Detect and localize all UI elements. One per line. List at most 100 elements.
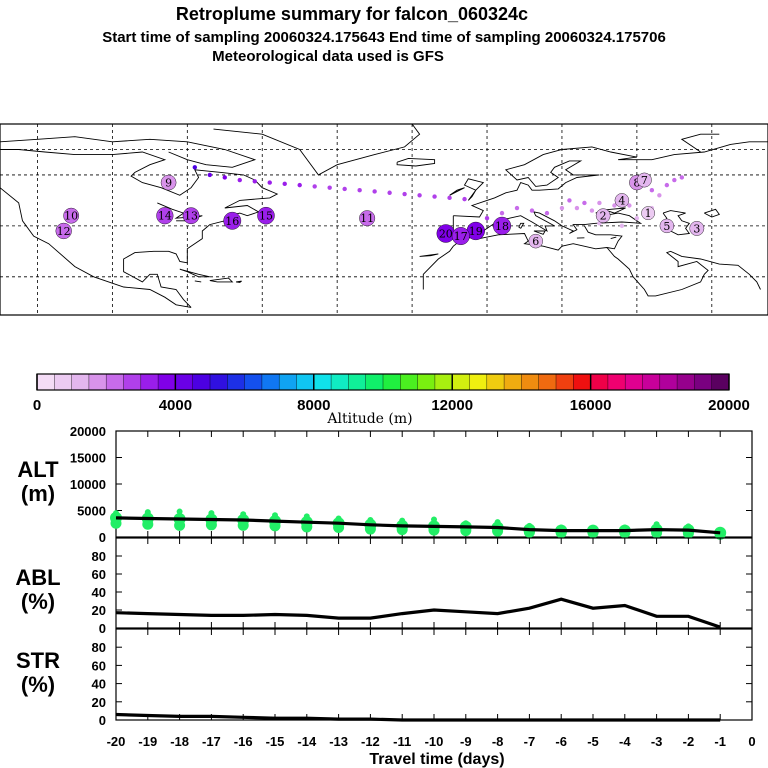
colorbar-cell [192, 374, 211, 390]
colorbar-cell [607, 374, 626, 390]
abl-panel: 80 60 40 20 0 [92, 537, 753, 636]
plume-particle [582, 200, 587, 206]
x-tick-label: -3 [651, 734, 663, 749]
str-panel-ytick-label: 40 [92, 677, 106, 692]
alt-label-bottom: (m) [21, 481, 55, 506]
plume-particle [619, 223, 625, 229]
x-tick-label: -10 [425, 734, 444, 749]
plume-particle [372, 189, 377, 194]
abl-label-bottom: (%) [21, 589, 55, 614]
colorbar-cell [417, 374, 436, 390]
trajectory-map: 20 19 18 17 16 15 14 13 12 11 10 9 8 7 6 5 4 3 2 1 [0, 123, 768, 316]
plume-particle [267, 180, 272, 185]
travel-time-axis: -20 -19 -18 -17 -16 -15 -14 -13 -12 -11 -10 -9 -8 -7-… [107, 734, 756, 749]
alt-panel-series-line [115, 516, 721, 535]
colorbar-tick-label: 8000 [297, 397, 330, 414]
figure-title: Retroplume summary for falcon_060324c [176, 4, 528, 24]
plume-particle [499, 210, 505, 216]
trajectory-point-label: 16 [225, 215, 239, 228]
coastline [179, 268, 210, 278]
colorbar-cell [37, 374, 55, 390]
abl-panel-series-line [115, 597, 721, 629]
x-tick-label: -20 [107, 734, 126, 749]
colorbar-cell [296, 374, 315, 390]
colorbar-cell [210, 374, 228, 390]
plume-particle [327, 185, 332, 190]
colorbar-tick-label: 16000 [570, 397, 612, 414]
x-tick-label: -5 [587, 734, 599, 749]
plume-particle [207, 172, 212, 178]
plume-particle [589, 208, 595, 213]
colorbar-cell [711, 374, 730, 390]
trajectory-point-label: 15 [259, 210, 273, 223]
coastline [0, 136, 257, 168]
colorbar-cell [521, 374, 539, 390]
trajectory-point [637, 172, 652, 188]
coastline [610, 236, 617, 240]
colorbar-tick-label: 4000 [159, 397, 192, 414]
x-tick-label: -7 [524, 734, 536, 749]
coastline [419, 253, 439, 257]
colorbar-cell [383, 374, 401, 390]
plume-particle [237, 177, 242, 183]
trajectory-point [359, 210, 376, 227]
colorbar-cell [573, 374, 591, 390]
trajectory-point [528, 233, 543, 249]
x-tick-label: -19 [138, 734, 157, 749]
plume-particle [649, 188, 655, 193]
x-tick-label: -14 [297, 734, 317, 749]
trajectory-point [156, 207, 174, 225]
trajectory-point-label: 1 [645, 207, 652, 220]
colorbar-cell [556, 374, 574, 390]
colorbar-cell [677, 374, 695, 390]
abl-panel-ytick-label: 80 [92, 549, 106, 564]
colorbar-cell [71, 374, 90, 390]
colorbar-cell [504, 374, 522, 390]
x-tick-label: -2 [683, 734, 695, 749]
alt-spread-top [176, 508, 183, 515]
x-tick-label: -18 [170, 734, 189, 749]
colorbar-cell [469, 374, 488, 390]
plume-particle [417, 193, 422, 198]
colorbar-tick-label: 20000 [708, 397, 750, 414]
trajectory-point-label: 18 [495, 220, 509, 233]
colorbar-cell [590, 374, 609, 390]
plume-particle [252, 179, 257, 184]
trajectory-point-label: 11 [360, 212, 374, 225]
plume-particle [657, 193, 662, 198]
alt-panel: 20000 15000 10000 5000 0 [70, 424, 753, 545]
colorbar-cell [400, 374, 418, 390]
plume-particle [679, 175, 685, 180]
colorbar-cell [158, 374, 176, 390]
str-panel-ytick-label: 0 [99, 713, 106, 728]
plume-particle [484, 216, 490, 221]
plume-particle [297, 182, 302, 188]
colorbar-cell [434, 374, 453, 390]
plume-particle [514, 205, 520, 211]
colorbar-cell [625, 374, 643, 390]
plume-particle [664, 182, 670, 188]
trajectory-point-label: 12 [57, 225, 71, 238]
colorbar-cell [54, 374, 72, 390]
plume-particle [432, 194, 437, 199]
plume-particle [357, 188, 362, 193]
coastline [518, 222, 525, 229]
altitude-colorbar: 0 4000 8000 12000 16000 20000 Altitude (m) [33, 373, 750, 427]
colorbar-cell [140, 374, 159, 390]
trajectory-point-label: 3 [693, 222, 700, 235]
trajectory-point-label: 13 [184, 210, 198, 223]
coastline [396, 157, 436, 167]
colorbar-cell [486, 374, 505, 390]
colorbar-cell [106, 374, 124, 390]
x-tick-label: -13 [329, 734, 348, 749]
alt-panel-ytick-label: 10000 [70, 477, 106, 492]
trajectory-point-label: 4 [618, 194, 625, 207]
trajectory-point [641, 206, 655, 220]
plume-particle [559, 205, 565, 211]
abl-panel-ytick-label: 20 [92, 603, 106, 618]
trajectory-point [614, 193, 630, 208]
str-label-top: STR [16, 648, 60, 673]
plume-particle [597, 200, 602, 206]
plume-particle [387, 190, 392, 195]
trajectory-point-label: 9 [165, 177, 172, 190]
